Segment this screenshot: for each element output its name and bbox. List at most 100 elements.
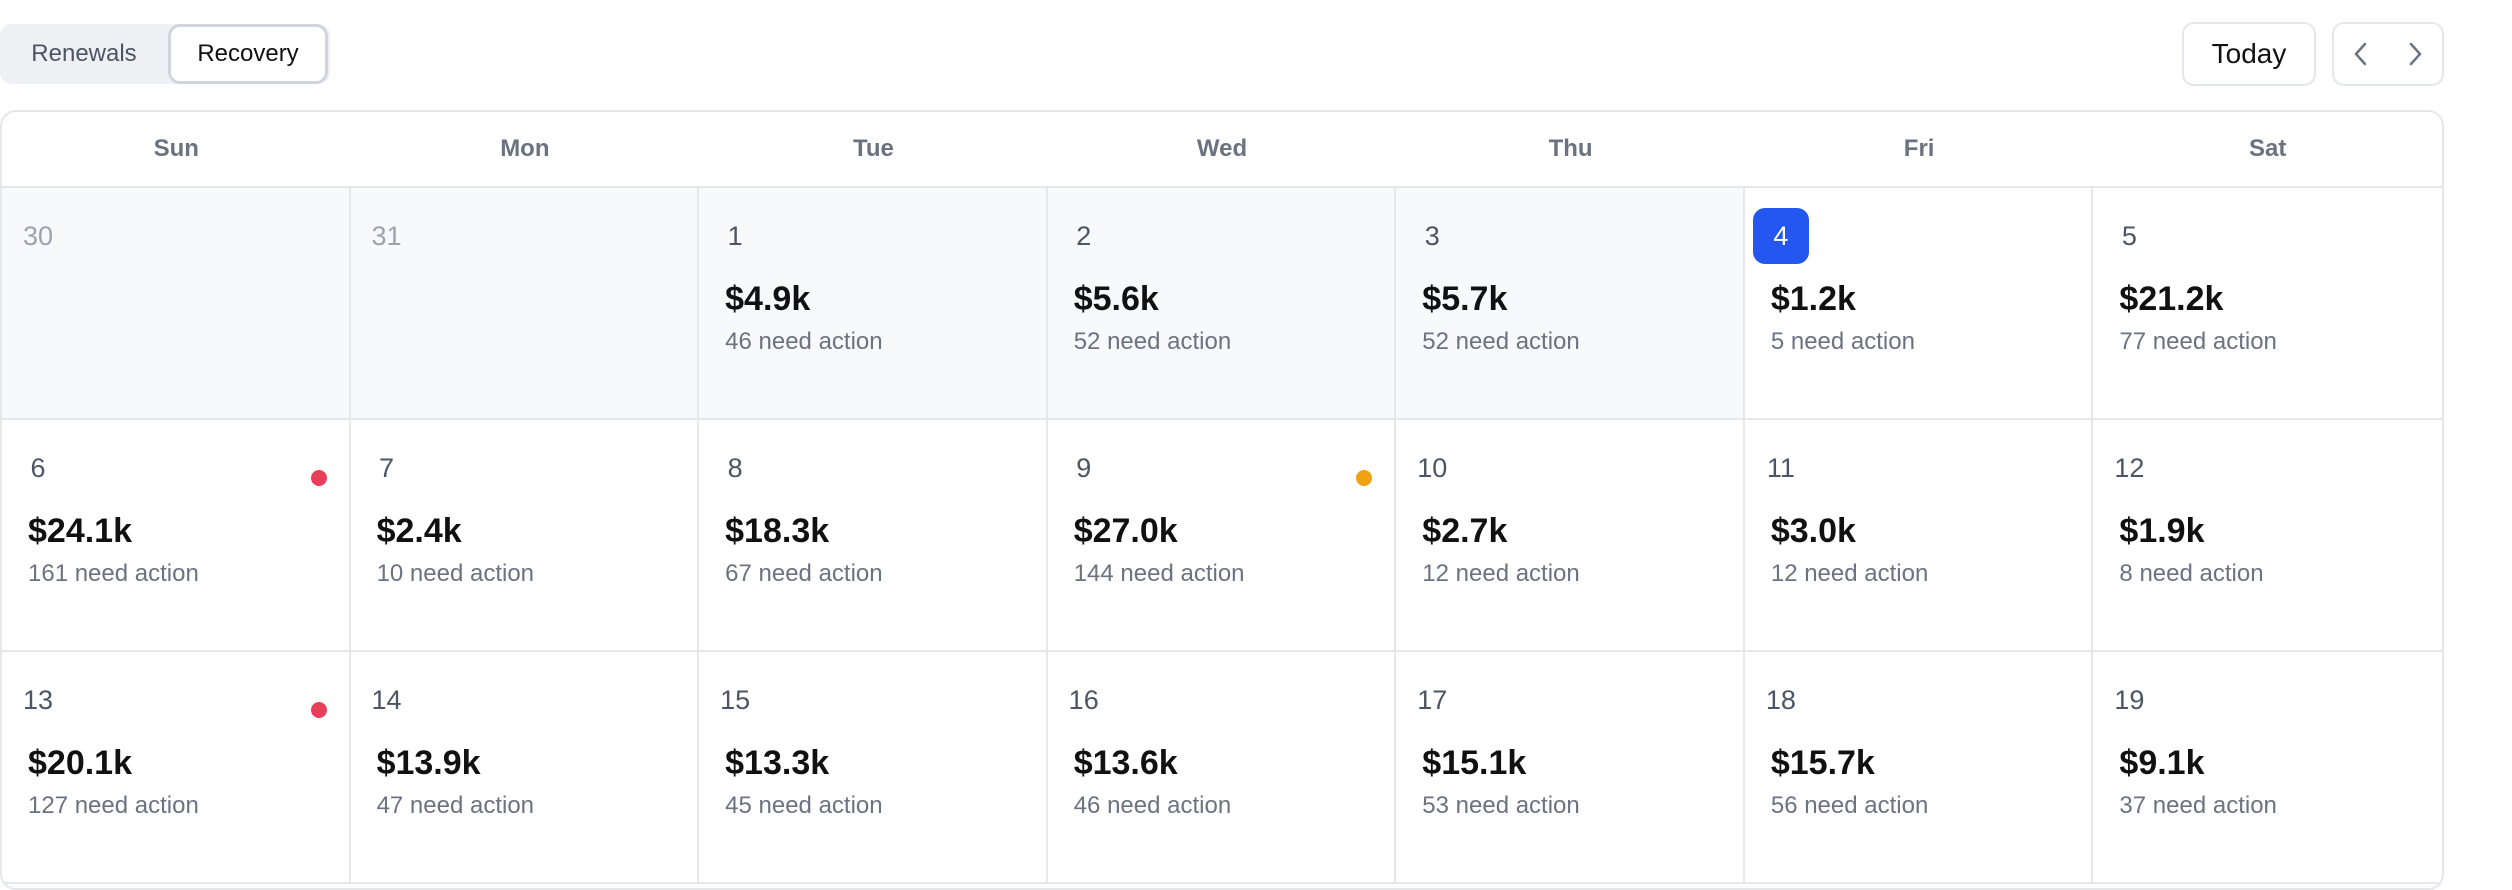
- chevron-right-icon: [2409, 42, 2422, 66]
- need-action-count: 12 need action: [1770, 560, 1929, 587]
- day-number: 18: [1765, 684, 1796, 715]
- day-cell[interactable]: 5 $21.2k 77 need action: [2093, 188, 2442, 420]
- day-cell[interactable]: 14 $13.9k 47 need action: [350, 652, 700, 884]
- need-action-count: 5 need action: [1770, 328, 1915, 355]
- weekday-thu: Thu: [1548, 135, 1593, 162]
- weekday-fri: Fri: [1903, 135, 1935, 162]
- day-cell[interactable]: 12 $1.9k 8 need action: [2093, 420, 2442, 652]
- day-amount: $13.9k: [376, 744, 481, 782]
- day-number: 5: [2121, 220, 2137, 251]
- day-cell[interactable]: 15 $13.3k 45 need action: [699, 652, 1048, 884]
- need-action-count: 53 need action: [1422, 792, 1580, 819]
- day-cell[interactable]: 4 $1.2k 5 need action: [1744, 188, 2094, 420]
- next-button[interactable]: [2388, 24, 2442, 84]
- day-amount: $20.1k: [28, 744, 132, 782]
- day-cell[interactable]: 18 $15.7k 56 need action: [1744, 652, 2094, 884]
- today-date-badge: 4: [1752, 208, 1809, 264]
- day-amount: $21.2k: [2119, 280, 2224, 318]
- weekday-wed: Wed: [1196, 135, 1248, 162]
- day-amount: $15.7k: [1770, 744, 1875, 782]
- day-amount: $2.4k: [376, 512, 462, 550]
- month-navigation: [2332, 22, 2444, 86]
- day-amount: $18.3k: [725, 512, 830, 550]
- previous-button[interactable]: [2334, 24, 2388, 84]
- need-action-count: 47 need action: [376, 792, 535, 819]
- day-amount: $5.6k: [1073, 280, 1159, 318]
- weekday-sun: Sun: [153, 135, 199, 162]
- day-cell[interactable]: 10 $2.7k 12 need action: [1396, 420, 1745, 652]
- day-amount: $2.7k: [1422, 512, 1508, 550]
- day-number: 2: [1076, 220, 1092, 251]
- day-number: 12: [2114, 452, 2145, 483]
- day-cell[interactable]: 31: [350, 188, 700, 420]
- need-action-count: 52 need action: [1422, 328, 1580, 355]
- renewals-tab[interactable]: Renewals: [31, 40, 137, 67]
- weekday-tue: Tue: [852, 135, 894, 162]
- day-cell[interactable]: 2 $5.6k 52 need action: [1047, 188, 1397, 420]
- day-cell[interactable]: 11 $3.0k 12 need action: [1744, 420, 2094, 652]
- day-amount: $24.1k: [28, 512, 132, 550]
- day-number: 3: [1424, 220, 1440, 251]
- day-number: 19: [2114, 684, 2145, 715]
- need-action-count: 12 need action: [1422, 560, 1580, 587]
- need-action-count: 10 need action: [376, 560, 535, 587]
- need-action-count: 77 need action: [2119, 328, 2277, 355]
- day-number: 30: [22, 220, 54, 251]
- day-number: 10: [1417, 452, 1448, 483]
- day-number: 15: [720, 684, 751, 715]
- day-amount: $13.6k: [1073, 744, 1178, 782]
- day-amount: $9.1k: [2119, 744, 2205, 782]
- day-number: 6: [30, 452, 46, 483]
- view-toggle: Renewals Recovery: [0, 24, 330, 84]
- need-action-count: 56 need action: [1770, 792, 1929, 819]
- need-action-count: 46 need action: [725, 328, 883, 355]
- day-amount: $3.0k: [1770, 512, 1856, 550]
- day-amount: $15.1k: [1422, 744, 1527, 782]
- day-cell[interactable]: 7 $2.4k 10 need action: [350, 420, 700, 652]
- need-action-count: 67 need action: [725, 560, 883, 587]
- recovery-calendar: Sun Mon Tue Wed Thu Fri Sat 30 31 1 $4.9k 46 need …: [0, 110, 2444, 890]
- day-number: 17: [1417, 684, 1448, 715]
- day-amount: $5.7k: [1422, 280, 1508, 318]
- need-action-count: 37 need action: [2119, 792, 2277, 819]
- day-amount: $1.9k: [2119, 512, 2205, 550]
- status-dot-orange: [1356, 470, 1373, 486]
- day-amount: $13.3k: [725, 744, 830, 782]
- day-number: 31: [371, 220, 402, 251]
- today-button[interactable]: Today: [2182, 22, 2316, 86]
- need-action-count: 46 need action: [1073, 792, 1232, 819]
- day-cell[interactable]: 30: [2, 188, 351, 420]
- status-dot-red: [310, 470, 327, 486]
- day-cell[interactable]: 9 $27.0k 144 need action: [1047, 420, 1397, 652]
- day-amount: $1.2k: [1770, 280, 1856, 318]
- day-number: 13: [22, 684, 54, 715]
- day-cell[interactable]: 3 $5.7k 52 need action: [1396, 188, 1745, 420]
- calendar-toolbar: Renewals Recovery Today: [0, 0, 2446, 108]
- day-cell[interactable]: 1 $4.9k 46 need action: [699, 188, 1048, 420]
- weekday-sat: Sat: [2249, 135, 2287, 162]
- status-dot-red: [310, 702, 327, 718]
- day-number: 9: [1076, 452, 1092, 483]
- day-cell[interactable]: 17 $15.1k 53 need action: [1396, 652, 1745, 884]
- need-action-count: 45 need action: [725, 792, 883, 819]
- day-cell[interactable]: 19 $9.1k 37 need action: [2093, 652, 2442, 884]
- day-amount: $4.9k: [725, 280, 811, 318]
- need-action-count: 52 need action: [1073, 328, 1232, 355]
- day-number: 7: [379, 452, 395, 483]
- day-number: 14: [371, 684, 402, 715]
- day-number: 1: [727, 220, 743, 251]
- day-amount: $27.0k: [1073, 512, 1178, 550]
- day-grid: 30 31 1 $4.9k 46 need action 2 $5.6k 52 need ac…: [2, 188, 2442, 884]
- day-cell[interactable]: 6 $24.1k 161 need action: [2, 420, 351, 652]
- day-number: 11: [1766, 452, 1795, 483]
- need-action-count: 144 need action: [1073, 560, 1245, 587]
- weekday-header: Sun Mon Tue Wed Thu Fri Sat: [2, 112, 2442, 188]
- day-cell[interactable]: 16 $13.6k 46 need action: [1047, 652, 1397, 884]
- day-cell[interactable]: 13 $20.1k 127 need action: [2, 652, 351, 884]
- recovery-tab[interactable]: Recovery: [168, 24, 328, 84]
- weekday-mon: Mon: [500, 135, 550, 162]
- day-number: 16: [1068, 684, 1099, 715]
- day-number: 8: [727, 452, 743, 483]
- day-cell[interactable]: 8 $18.3k 67 need action: [699, 420, 1048, 652]
- chevron-left-icon: [2354, 42, 2367, 66]
